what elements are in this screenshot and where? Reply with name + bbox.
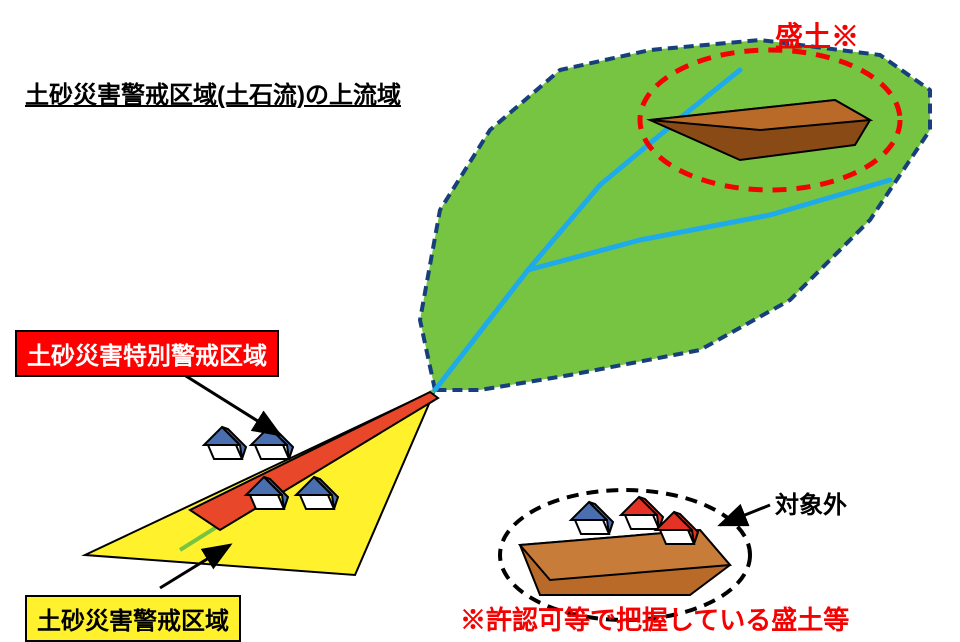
special-zone-box: 土砂災害特別警戒区域 [15,330,279,377]
fill-soil-label: 盛土※ [775,15,859,55]
house-icon [571,502,613,534]
house-icon [251,427,293,459]
upstream-title: 土砂災害警戒区域(土石流)の上流域 [25,75,401,110]
house-icon [204,427,246,459]
arrow-2 [720,505,770,525]
upstream-region [420,40,930,390]
outside-label: 対象外 [775,485,847,520]
house-icon [621,497,663,529]
warning-zone-box: 土砂災害警戒区域 [25,595,241,642]
footnote-label: ※許認可等で把握している盛土等 [460,600,849,637]
